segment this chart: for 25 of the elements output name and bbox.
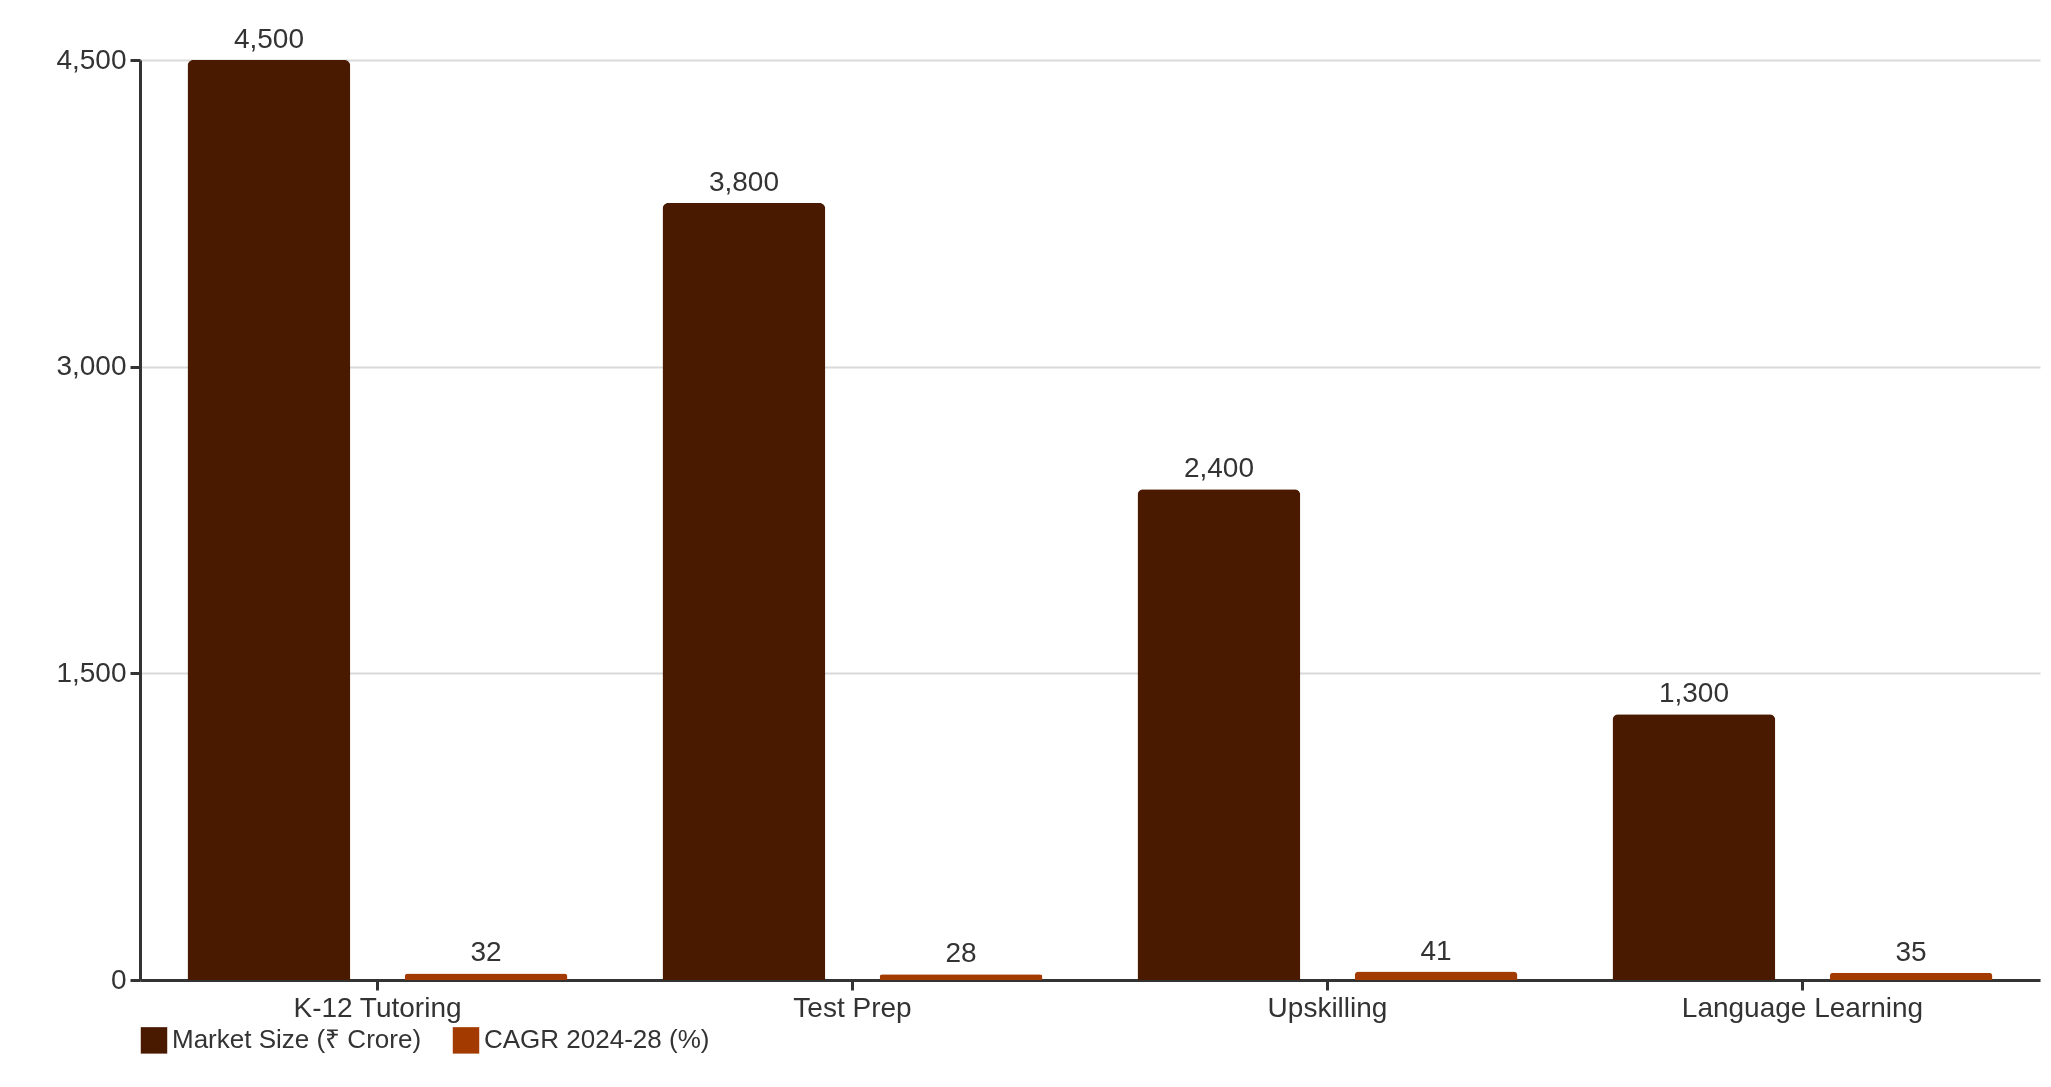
- data-label: 32: [470, 936, 502, 968]
- y-tick-label: 4,500: [56, 43, 127, 75]
- data-label: 41: [1420, 934, 1452, 966]
- data-label: 28: [945, 937, 977, 969]
- legend-label: Market Size (₹ Crore): [172, 1024, 422, 1055]
- x-tick-label: Upskilling: [1267, 991, 1388, 1023]
- y-tick-label: 3,000: [56, 350, 127, 382]
- legend-label: CAGR 2024-28 (%): [484, 1024, 710, 1055]
- bar: [404, 973, 568, 980]
- y-tick-label: 1,500: [56, 656, 127, 688]
- data-label: 4,500: [233, 23, 304, 54]
- x-tick-label: K-12 Tutoring: [293, 991, 462, 1023]
- data-label: 35: [1895, 935, 1927, 967]
- data-label: 2,400: [1183, 452, 1254, 484]
- bar: [1137, 489, 1301, 980]
- x-tick-label: Test Prep: [793, 991, 912, 1023]
- bar: [187, 60, 351, 980]
- bar: [1612, 714, 1776, 980]
- bar: [1354, 971, 1518, 980]
- x-tick-label: Language Learning: [1681, 991, 1924, 1023]
- bar: [662, 203, 826, 980]
- y-tick-label: 0: [110, 963, 127, 995]
- bar: [1829, 972, 1993, 980]
- data-label: 3,800: [708, 166, 779, 198]
- data-label: 1,300: [1658, 677, 1729, 709]
